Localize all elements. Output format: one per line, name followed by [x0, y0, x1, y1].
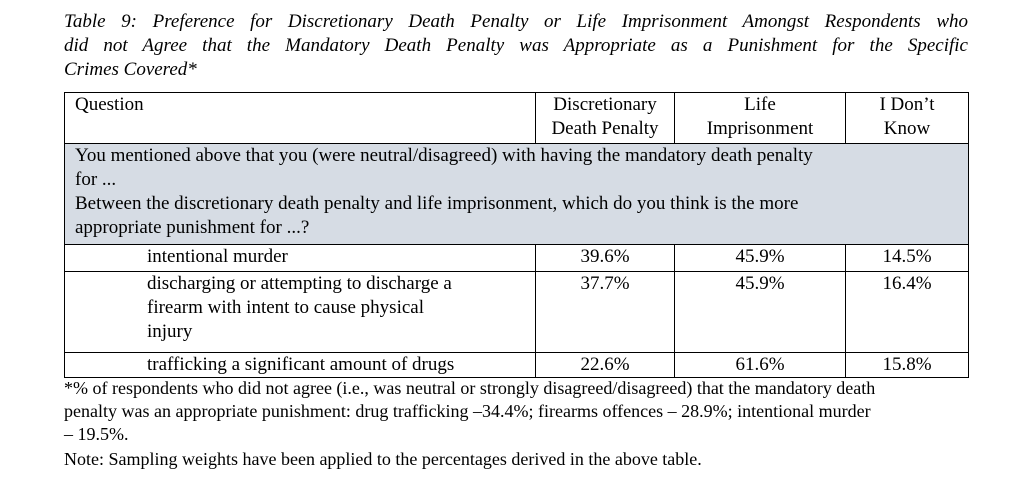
cell-discretionary: 22.6%: [535, 352, 675, 378]
cell-dont-know: 14.5%: [845, 244, 969, 272]
header-row: Question Discretionary Death Penalty Lif…: [64, 92, 969, 144]
prompt-line-3: Between the discretionary death penalty …: [75, 193, 799, 214]
question-prompt: You mentioned above that you (were neutr…: [64, 143, 969, 245]
header-dont-know: I Don’t Know: [845, 92, 969, 144]
row-label: discharging or attempting to discharge a…: [64, 271, 536, 353]
header-dont-know-line-1: I Don’t: [879, 94, 935, 115]
footnote: *% of respondents who did not agree (i.e…: [64, 377, 968, 446]
table-caption: Table 9: Preference for Discretionary De…: [64, 10, 968, 82]
row-label-line: trafficking a significant amount of drug…: [147, 354, 455, 375]
table-row: trafficking a significant amount of drug…: [64, 352, 969, 378]
footnote-line-2: penalty was an appropriate punishment: d…: [64, 401, 871, 421]
cell-life: 61.6%: [674, 352, 846, 378]
cell-discretionary: 39.6%: [535, 244, 675, 272]
row-label-line: discharging or attempting to discharge a: [147, 273, 452, 294]
header-life-line-2: Imprisonment: [706, 118, 814, 139]
prompt-line-4: appropriate punishment for ...?: [75, 217, 310, 238]
row-label: trafficking a significant amount of drug…: [64, 352, 536, 378]
caption-line-1: Table 9: Preference for Discretionary De…: [64, 11, 968, 32]
cell-life: 45.9%: [674, 244, 846, 272]
cell-discretionary: 37.7%: [535, 271, 675, 353]
footnote-line-1: *% of respondents who did not agree (i.e…: [64, 378, 876, 398]
header-discretionary-line-2: Death Penalty: [551, 118, 659, 139]
row-label: intentional murder: [64, 244, 536, 272]
caption-line-2: did not Agree that the Mandatory Death P…: [64, 35, 968, 56]
row-label-line: intentional murder: [147, 246, 288, 267]
table-row: intentional murder 39.6% 45.9% 14.5%: [64, 244, 969, 272]
header-life: Life Imprisonment: [674, 92, 846, 144]
row-label-line: firearm with intent to cause physical: [147, 297, 424, 318]
header-life-line-1: Life: [744, 94, 776, 115]
cell-dont-know: 16.4%: [845, 271, 969, 353]
caption-line-3: Crimes Covered*: [64, 59, 197, 80]
header-discretionary-line-1: Discretionary: [553, 94, 657, 115]
weights-note: Note: Sampling weights have been applied…: [64, 449, 702, 469]
footnote-line-3: – 19.5%.: [64, 424, 129, 444]
row-label-line: injury: [147, 321, 193, 342]
prompt-line-2: for ...: [75, 169, 117, 190]
header-discretionary: Discretionary Death Penalty: [535, 92, 675, 144]
preference-table: Question Discretionary Death Penalty Lif…: [64, 92, 969, 378]
question-prompt-row: You mentioned above that you (were neutr…: [64, 143, 969, 245]
header-question: Question: [64, 92, 536, 144]
cell-dont-know: 15.8%: [845, 352, 969, 378]
header-dont-know-line-2: Know: [883, 118, 931, 139]
table-row: discharging or attempting to discharge a…: [64, 271, 969, 353]
cell-life: 45.9%: [674, 271, 846, 353]
prompt-line-1: You mentioned above that you (were neutr…: [75, 145, 813, 166]
